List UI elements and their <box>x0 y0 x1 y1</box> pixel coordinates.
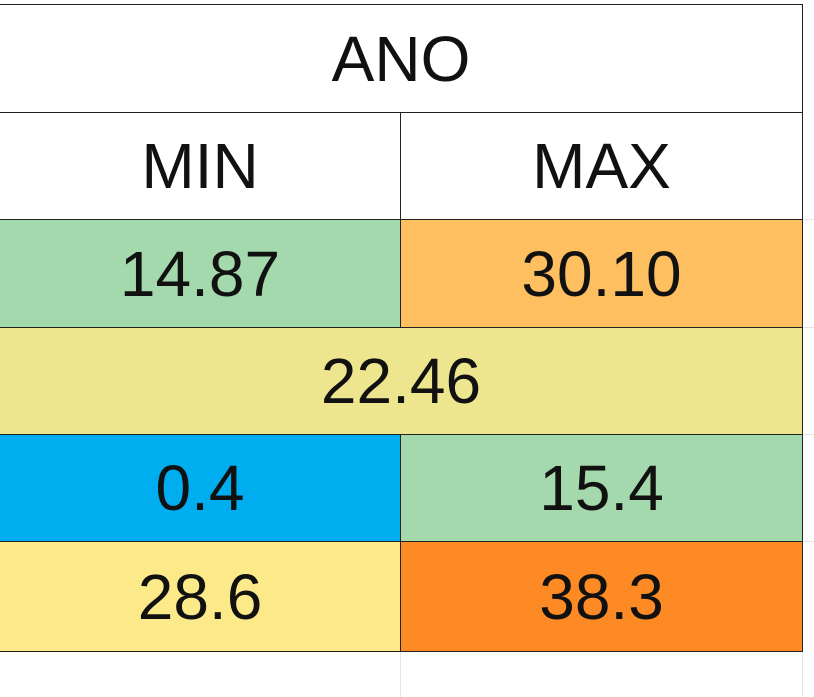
grid-line <box>400 651 401 697</box>
grid-line <box>802 434 814 435</box>
grid-line <box>802 219 814 220</box>
title-cell: ANO <box>0 4 803 113</box>
grid-line <box>802 327 814 328</box>
grid-line <box>802 651 803 697</box>
value-cell: 15.4 <box>401 435 803 542</box>
header-cell: MIN <box>0 113 401 220</box>
grid-line <box>802 541 814 542</box>
value-cell: 22.46 <box>0 328 803 435</box>
header-cell: MAX <box>401 113 803 220</box>
value-cell: 0.4 <box>0 435 401 542</box>
value-cell: 28.6 <box>0 542 401 652</box>
value-cell: 38.3 <box>401 542 803 652</box>
value-cell: 30.10 <box>401 220 803 328</box>
value-cell: 14.87 <box>0 220 401 328</box>
